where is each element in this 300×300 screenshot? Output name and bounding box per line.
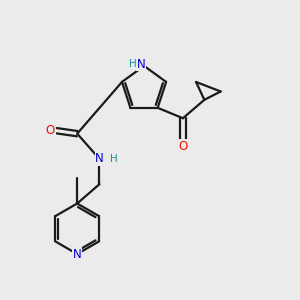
Text: N: N bbox=[137, 58, 146, 71]
Text: O: O bbox=[46, 124, 55, 137]
Text: O: O bbox=[178, 140, 188, 153]
Text: N: N bbox=[95, 152, 104, 165]
Text: N: N bbox=[73, 248, 82, 260]
Text: H: H bbox=[110, 154, 118, 164]
Text: H: H bbox=[129, 59, 136, 69]
